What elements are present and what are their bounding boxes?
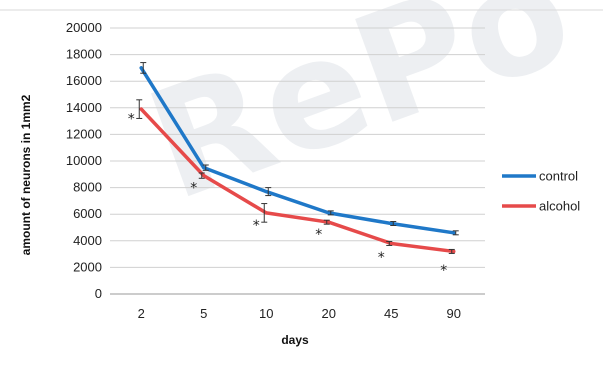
data-point-control: [202, 166, 206, 170]
significance-markers: * * * * * *: [128, 111, 448, 279]
data-point-control: [327, 211, 331, 215]
significance-marker: *: [440, 263, 447, 279]
y-tick-label: 20000: [66, 20, 102, 35]
significance-marker: *: [315, 227, 322, 243]
y-axis-ticks: 0 2000 4000 6000 8000 10000 12000 14000 16000 180…: [66, 20, 102, 301]
data-point-alcohol: [327, 220, 331, 224]
error-bars: [136, 62, 459, 254]
data-point-alcohol: [264, 211, 268, 215]
x-axis-ticks: 2 5 10 20 45 90: [138, 306, 461, 321]
x-tick-label: 20: [322, 306, 336, 321]
x-tick-label: 90: [447, 306, 461, 321]
legend-label-alcohol: alcohol: [539, 199, 580, 214]
y-tick-label: 18000: [66, 47, 102, 62]
x-axis-title: days: [281, 333, 309, 347]
data-point-alcohol: [452, 249, 456, 254]
legend-label-control: control: [539, 169, 578, 184]
legend: control alcohol: [502, 169, 580, 214]
y-tick-label: 10000: [66, 153, 102, 168]
significance-marker: *: [378, 250, 385, 266]
y-tick-label: 0: [95, 286, 102, 301]
y-tick-label: 6000: [73, 206, 102, 221]
significance-marker: *: [128, 111, 135, 127]
data-point-alcohol: [389, 241, 393, 246]
series-line-alcohol: [139, 107, 456, 254]
data-point-alcohol: [202, 174, 206, 178]
significance-marker: *: [253, 218, 260, 234]
y-tick-label: 14000: [66, 100, 102, 115]
y-tick-label: 12000: [66, 126, 102, 141]
y-tick-label: 4000: [73, 233, 102, 248]
data-point-control: [264, 189, 268, 194]
x-tick-label: 5: [200, 306, 207, 321]
significance-marker: *: [190, 181, 197, 197]
data-point-alcohol: [139, 107, 143, 111]
series-line-control: [139, 66, 456, 235]
x-tick-label: 2: [138, 306, 145, 321]
grid-lines: [110, 27, 485, 295]
y-axis-title: amount of neurons in 1mm2: [19, 94, 33, 255]
y-tick-label: 16000: [66, 73, 102, 88]
y-tick-label: 2000: [73, 259, 102, 274]
data-point-control: [452, 231, 456, 235]
data-point-control: [139, 66, 143, 70]
x-tick-label: 10: [259, 306, 273, 321]
y-tick-label: 8000: [73, 180, 102, 195]
x-tick-label: 45: [384, 306, 398, 321]
series-lines: [139, 66, 456, 254]
data-point-control: [389, 221, 393, 226]
